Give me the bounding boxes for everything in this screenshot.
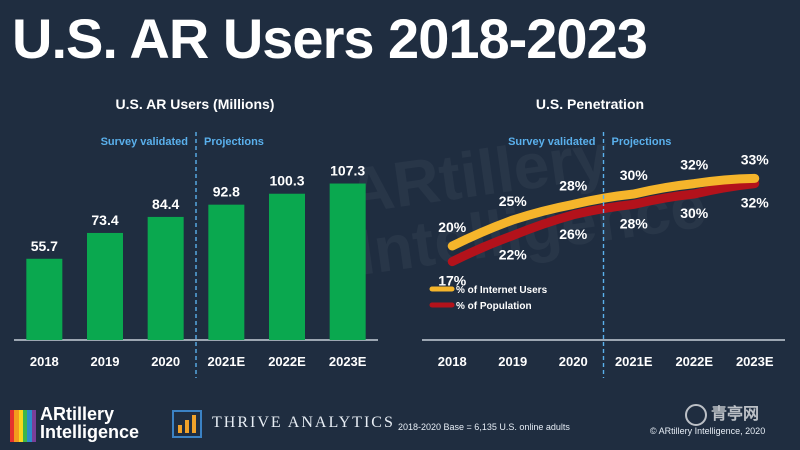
bar-category-label: 2018 bbox=[30, 354, 59, 369]
line-data-label: 28% bbox=[620, 215, 649, 231]
bar-category-label: 2020 bbox=[151, 354, 180, 369]
base-note: 2018-2020 Base = 6,135 U.S. online adult… bbox=[398, 422, 570, 432]
bar-category-label: 2021E bbox=[208, 354, 246, 369]
logo-stripe-red bbox=[10, 410, 15, 442]
bar-category-label: 2023E bbox=[329, 354, 367, 369]
line-data-label: 20% bbox=[438, 219, 467, 235]
bar-category-label: 2019 bbox=[91, 354, 120, 369]
series-line-population bbox=[447, 179, 760, 267]
bar-value-label: 55.7 bbox=[31, 238, 58, 254]
bar-value-label: 73.4 bbox=[91, 212, 118, 228]
line-category-label: 2022E bbox=[675, 354, 713, 369]
copyright: © ARtillery Intelligence, 2020 bbox=[650, 426, 766, 436]
logo-stripe-orange bbox=[14, 410, 19, 442]
legend-label: % of Population bbox=[456, 301, 532, 312]
logo-stripe-yellow bbox=[18, 410, 23, 442]
logo-line-2: Intelligence bbox=[40, 422, 140, 442]
bar-value-label: 84.4 bbox=[152, 196, 179, 212]
bar-value-label: 92.8 bbox=[213, 184, 240, 200]
thrive-analytics-icon bbox=[172, 410, 202, 438]
line-annotation-survey: Survey validated bbox=[508, 136, 595, 148]
thrive-analytics-logo: THRIVE ANALYTICS bbox=[212, 414, 395, 431]
corner-watermark-logo: 青亭网 bbox=[685, 400, 759, 426]
bar-2022E bbox=[269, 193, 305, 340]
line-data-label: 17% bbox=[438, 273, 467, 289]
line-data-label: 26% bbox=[559, 226, 588, 242]
bar-category-label: 2022E bbox=[268, 354, 306, 369]
corner-logo-icon bbox=[685, 403, 707, 426]
logo-stripe-green bbox=[22, 410, 28, 442]
legend-label: % of Internet Users bbox=[456, 285, 548, 296]
line-category-label: 2021E bbox=[615, 354, 653, 369]
bar-chart-title: U.S. AR Users (Millions) bbox=[115, 96, 275, 112]
line-category-label: 2020 bbox=[559, 354, 588, 369]
bar-value-label: 107.3 bbox=[330, 163, 365, 179]
line-data-label: 28% bbox=[559, 177, 588, 193]
bar-2019 bbox=[87, 232, 123, 340]
bar-annotation-survey: Survey validated bbox=[101, 136, 188, 148]
line-data-label: 32% bbox=[680, 157, 709, 173]
line-data-label: 33% bbox=[741, 151, 770, 167]
bar-value-label: 100.3 bbox=[269, 173, 304, 189]
line-data-label: 32% bbox=[741, 195, 770, 211]
bar-annotation-projections: Projections bbox=[204, 136, 264, 148]
line-data-label: 30% bbox=[620, 167, 649, 183]
artillery-logo-icon bbox=[10, 410, 36, 442]
line-data-label: 25% bbox=[499, 193, 528, 209]
line-category-label: 2019 bbox=[498, 354, 527, 369]
logo-stripe-purple bbox=[31, 410, 36, 442]
series-line-internet-users bbox=[447, 173, 760, 251]
logo-stripe-blue bbox=[27, 410, 32, 442]
line-category-label: 2018 bbox=[438, 354, 467, 369]
artillery-logo-text: ARtillery Intelligence bbox=[40, 405, 139, 441]
line-annotation-projections: Projections bbox=[612, 136, 672, 148]
line-category-label: 2023E bbox=[736, 354, 774, 369]
bar-2020 bbox=[147, 216, 184, 340]
line-data-label: 30% bbox=[680, 205, 709, 221]
corner-logo-text: 青亭网 bbox=[711, 406, 760, 423]
bar-2021E bbox=[208, 204, 245, 340]
line-chart-title: U.S. Penetration bbox=[535, 96, 645, 112]
bar-2023E bbox=[329, 183, 366, 340]
logo-line-1: ARtillery bbox=[40, 404, 115, 424]
page-title: U.S. AR Users 2018-2023 bbox=[12, 7, 648, 70]
bar-2018 bbox=[26, 258, 63, 340]
line-data-label: 22% bbox=[499, 247, 528, 263]
